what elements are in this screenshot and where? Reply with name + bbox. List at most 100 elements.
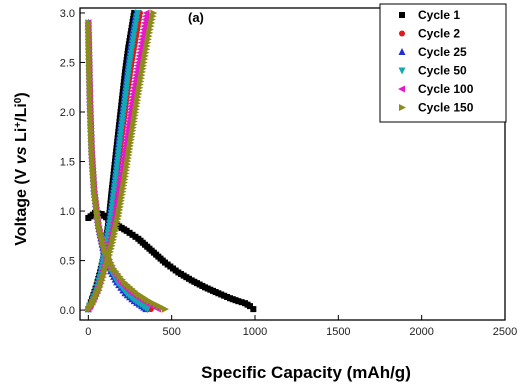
data-point (111, 176, 119, 184)
y-tick-label: 2.5 (60, 57, 75, 69)
data-point (122, 87, 130, 95)
legend-marker (398, 85, 405, 93)
y-tick-label: 3.0 (60, 8, 75, 20)
data-point (133, 13, 141, 21)
data-point (119, 110, 127, 118)
legend-label: Cycle 150 (418, 101, 474, 115)
x-tick-label: 1000 (243, 326, 267, 338)
data-point (134, 9, 141, 17)
data-point (106, 216, 114, 224)
data-point (125, 62, 133, 70)
legend-label: Cycle 2 (418, 27, 460, 41)
legend-label: Cycle 1 (418, 8, 460, 22)
data-point (117, 130, 125, 138)
y-title-vs: vs (13, 146, 30, 164)
data-point (112, 170, 120, 178)
data-point (105, 226, 113, 234)
data-point (125, 65, 133, 73)
data-point (142, 9, 150, 17)
y-title-part-3: /Li (13, 103, 30, 122)
data-point (123, 81, 131, 89)
data-point (235, 298, 242, 305)
data-point (104, 229, 112, 237)
x-axis-title: Specific Capacity (mAh/g) (201, 363, 411, 382)
y-title-part-1: Voltage (V (13, 164, 30, 246)
data-point (116, 137, 124, 145)
legend: Cycle 1 Cycle 2 Cycle 25 Cycle 50 Cycle 100 C… (379, 3, 507, 123)
data-point (104, 232, 111, 240)
x-axis-ticks: 0 500 1000 1500 2000 2500 (85, 315, 517, 338)
legend-label: Cycle 100 (418, 82, 474, 96)
data-point (132, 19, 140, 27)
data-point (111, 183, 119, 191)
data-point (120, 104, 128, 112)
data-point (119, 113, 127, 121)
data-point (130, 29, 138, 37)
data-point (108, 203, 116, 211)
data-point (106, 219, 114, 227)
data-point (109, 199, 116, 207)
data-point (111, 179, 119, 187)
data-point (103, 236, 111, 244)
y-tick-label: 1.5 (60, 157, 75, 169)
data-point (112, 173, 120, 181)
series-cycle-100 (84, 9, 162, 313)
data-point (126, 56, 134, 64)
data-point (118, 117, 126, 125)
y-title-part-2: Li (13, 128, 30, 147)
legend-items: Cycle 1 Cycle 2 Cycle 25 Cycle 50 Cycle 100 C… (398, 8, 474, 115)
x-tick-label: 2000 (409, 326, 433, 338)
data-point (131, 26, 139, 34)
y-title-superscript-zero: 0 (13, 97, 24, 103)
data-point (115, 143, 123, 151)
data-point (130, 33, 138, 41)
data-point (121, 94, 129, 102)
legend-marker (399, 12, 405, 18)
data-point (113, 163, 121, 171)
data-point (116, 133, 124, 141)
data-point (144, 306, 151, 314)
x-tick-label: 1500 (326, 326, 350, 338)
data-point (117, 127, 125, 135)
data-point (123, 84, 131, 92)
data-point (113, 160, 121, 168)
data-point (129, 39, 137, 47)
data-point (127, 49, 135, 57)
plot-area-frame (79, 7, 506, 321)
data-point (124, 72, 132, 80)
data-point (114, 156, 122, 164)
data-point (116, 140, 124, 148)
y-title-superscript-plus: + (13, 122, 24, 128)
data-point (126, 59, 134, 67)
data-point (124, 68, 132, 76)
y-tick-label: 0.0 (60, 305, 75, 317)
data-point (113, 166, 121, 174)
data-point (121, 100, 128, 108)
x-tick-label: 2500 (493, 326, 517, 338)
data-point (107, 209, 115, 217)
data-point (238, 299, 245, 306)
data-point (122, 90, 130, 98)
data-point (118, 120, 126, 128)
data-point (131, 23, 139, 31)
series-cycle-150 (85, 9, 169, 313)
data-point (129, 36, 137, 44)
legend-marker (399, 30, 405, 37)
data-point (127, 52, 135, 60)
data-point (121, 97, 129, 105)
legend-box (379, 3, 507, 123)
data-point (108, 206, 116, 214)
series-layer (84, 8, 257, 314)
data-point (118, 123, 126, 131)
y-tick-label: 2.0 (60, 107, 75, 119)
data-point (128, 42, 136, 50)
y-title-part-4: ) (13, 92, 30, 97)
y-tick-label: 0.5 (60, 256, 75, 268)
x-tick-label: 500 (162, 326, 180, 338)
data-point (162, 305, 169, 313)
legend-label: Cycle 50 (418, 64, 467, 78)
legend-label: Cycle 25 (418, 45, 467, 59)
data-point (107, 213, 115, 220)
legend-marker (399, 104, 406, 111)
